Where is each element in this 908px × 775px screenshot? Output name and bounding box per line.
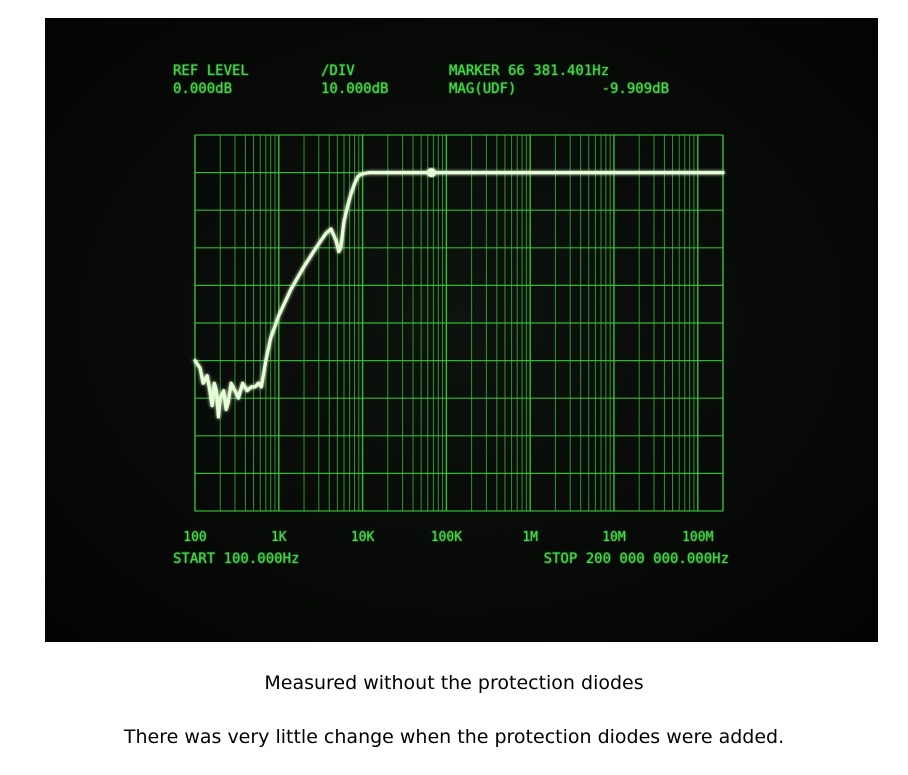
frequency-response-trace [193, 171, 725, 419]
plot-grid [194, 134, 724, 512]
oscilloscope-screen: REF LEVEL 0.000dB /DIV 10.000dB MARKER 6… [45, 18, 878, 642]
x-tick-label: 100K [431, 530, 462, 545]
scope-display: REF LEVEL 0.000dB /DIV 10.000dB MARKER 6… [173, 63, 729, 567]
x-tick-label: 10M [602, 530, 626, 545]
caption-primary: Measured without the protection diodes [264, 672, 644, 694]
caption-secondary: There was very little change when the pr… [123, 726, 785, 748]
marker-readout: MARKER 66 381.401Hz [449, 63, 609, 79]
ref-level-label: REF LEVEL [173, 63, 249, 79]
x-tick-label: 100 [183, 530, 206, 545]
x-tick-label: 1K [271, 530, 287, 545]
ref-level-value: 0.000dB [173, 81, 232, 97]
x-tick-label: 10K [351, 530, 375, 545]
div-label: /DIV [321, 63, 355, 79]
marker-mag-value: -9.909dB [602, 81, 669, 97]
marker-point [426, 168, 436, 178]
start-frequency: START 100.000Hz [173, 551, 299, 567]
x-tick-label: 1M [522, 530, 538, 545]
x-tick-label: 100M [682, 530, 713, 545]
div-value: 10.000dB [321, 81, 388, 97]
marker-mag-label: MAG(UDF) [449, 81, 516, 97]
trace-layer [193, 168, 725, 419]
stop-frequency: STOP 200 000 000.000Hz [544, 551, 729, 567]
